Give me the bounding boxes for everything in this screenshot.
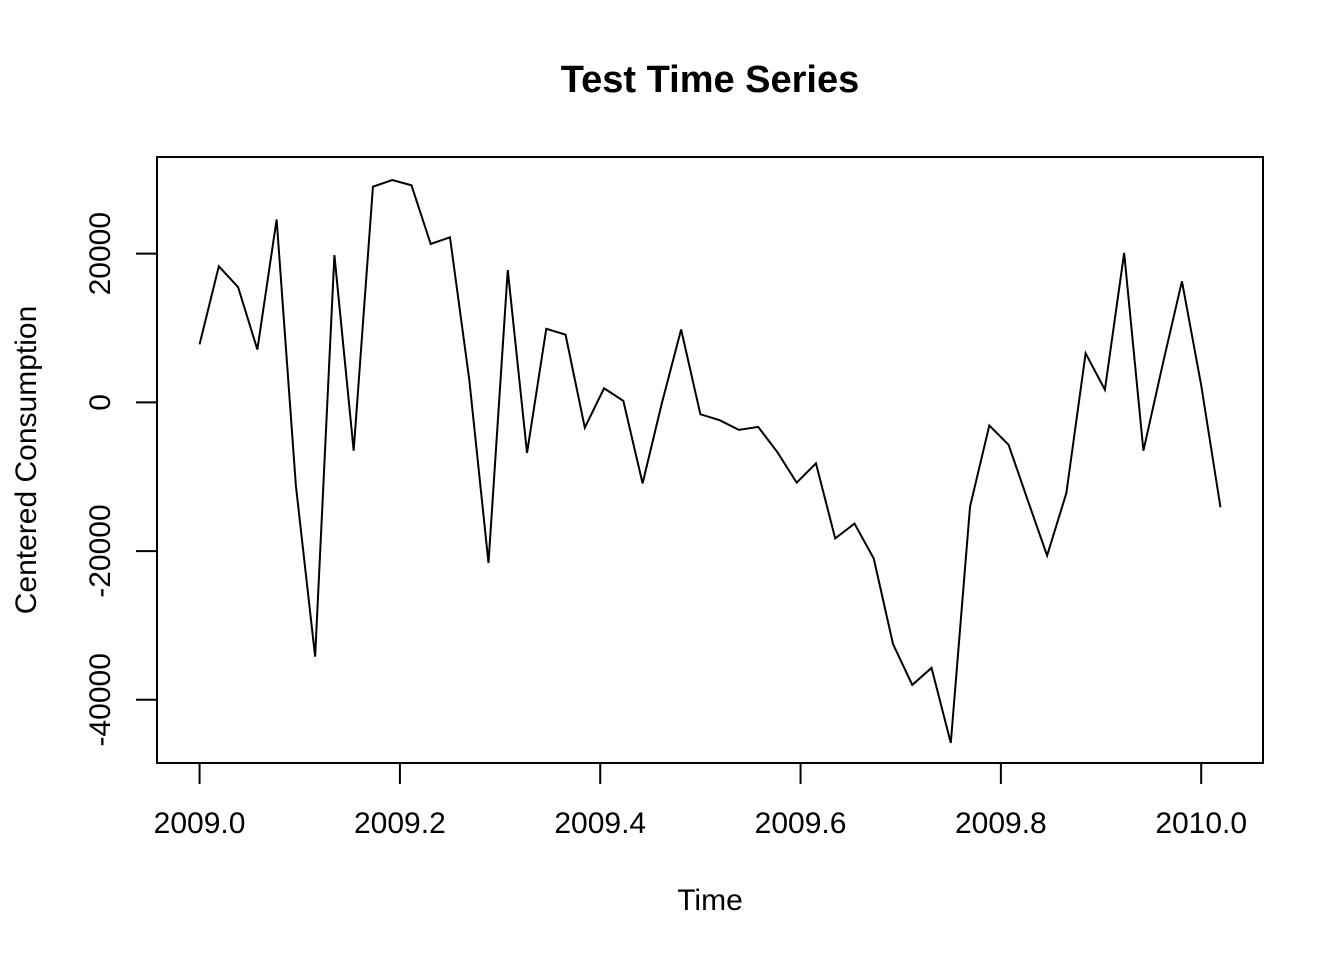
plot-frame xyxy=(156,156,1264,764)
series-group xyxy=(198,179,1222,744)
y-tick-label: 20000 xyxy=(84,212,117,295)
chart-title: Test Time Series xyxy=(561,59,860,101)
x-tick-label: 2009.4 xyxy=(554,807,646,840)
x-axis: 2009.0 2009.2 2009.4 2009.6 2009.8 2010.0 xyxy=(154,762,1247,840)
x-tick-label: 2009.6 xyxy=(755,807,847,840)
x-tick-label: 2009.2 xyxy=(354,807,446,840)
y-tick-label: -20000 xyxy=(84,504,117,597)
y-axis-label: Centered Consumption xyxy=(10,306,43,615)
y-axis: -40000 -20000 0 20000 xyxy=(84,212,158,747)
x-tick-label: 2010.0 xyxy=(1155,807,1247,840)
series-line xyxy=(198,179,1222,744)
x-tick-label: 2009.8 xyxy=(955,807,1047,840)
x-axis-label: Time xyxy=(677,884,743,917)
y-tick-label: -40000 xyxy=(84,653,117,746)
x-tick-label: 2009.0 xyxy=(154,807,246,840)
y-tick-label: 0 xyxy=(84,394,117,411)
